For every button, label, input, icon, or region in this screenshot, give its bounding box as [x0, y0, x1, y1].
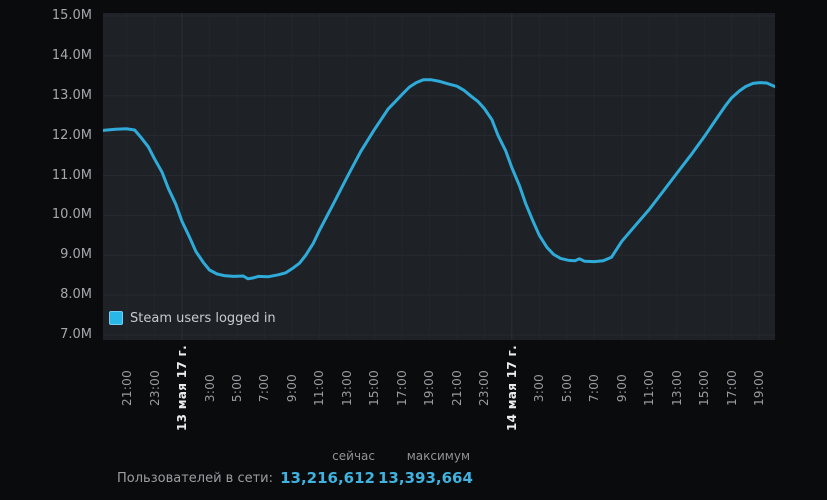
x-axis-label: 9:00 — [614, 373, 629, 403]
x-axis-label: 5:00 — [559, 373, 574, 403]
x-axis-label: 3:00 — [202, 373, 217, 403]
stats-header-now: сейчас — [332, 449, 375, 463]
y-axis-label: 9.0M — [60, 247, 92, 263]
series-swatch-icon — [109, 311, 123, 325]
y-axis-label: 7.0M — [60, 327, 92, 342]
y-axis-label: 15.0M — [51, 8, 92, 23]
x-axis-label: 7:00 — [257, 373, 272, 403]
x-axis-label: 13:00 — [669, 369, 684, 407]
y-axis-label: 12.0M — [51, 127, 92, 143]
x-axis-date-label: 13 мая 17 г. — [175, 345, 190, 431]
x-axis-label: 11:00 — [312, 369, 327, 407]
y-axis-label: 11.0M — [51, 167, 92, 183]
stats-row-label: Пользователей в сети: — [117, 471, 273, 486]
x-axis-label: 7:00 — [587, 373, 602, 403]
x-axis-label: 11:00 — [642, 369, 657, 407]
stats-value-now: 13,216,612 — [280, 469, 375, 487]
y-axis-label: 8.0M — [60, 287, 92, 303]
x-axis-label: 17:00 — [394, 369, 409, 407]
x-axis-label: 9:00 — [284, 373, 299, 403]
x-axis-label: 17:00 — [724, 369, 739, 407]
x-axis-date-label: 14 мая 17 г. — [504, 345, 519, 431]
x-axis-label: 13:00 — [339, 369, 354, 407]
x-axis-label: 21:00 — [449, 369, 464, 407]
plot-background — [103, 13, 775, 340]
legend-item-steam-users[interactable]: Steam users logged in — [109, 309, 276, 327]
x-axis-label: 15:00 — [367, 369, 382, 407]
x-axis-label: 19:00 — [422, 369, 437, 407]
series-legend-label: Steam users logged in — [130, 310, 276, 326]
y-axis-label: 13.0M — [51, 87, 92, 103]
x-axis-label: 5:00 — [229, 373, 244, 403]
x-axis-label: 23:00 — [477, 369, 492, 407]
series-line-steam-users — [103, 78, 775, 281]
x-axis-label: 21:00 — [120, 369, 135, 407]
x-axis-label: 23:00 — [147, 369, 162, 407]
stats-value-max: 13,393,664 — [378, 469, 473, 487]
stats-header-max: максимум — [406, 449, 470, 463]
y-axis-label: 14.0M — [51, 47, 92, 63]
x-axis-label: 15:00 — [697, 369, 712, 407]
y-axis-label: 10.0M — [51, 207, 92, 223]
x-axis-label: 3:00 — [532, 373, 547, 403]
x-axis-label: 19:00 — [752, 369, 767, 407]
chart-plot-area — [103, 13, 775, 340]
